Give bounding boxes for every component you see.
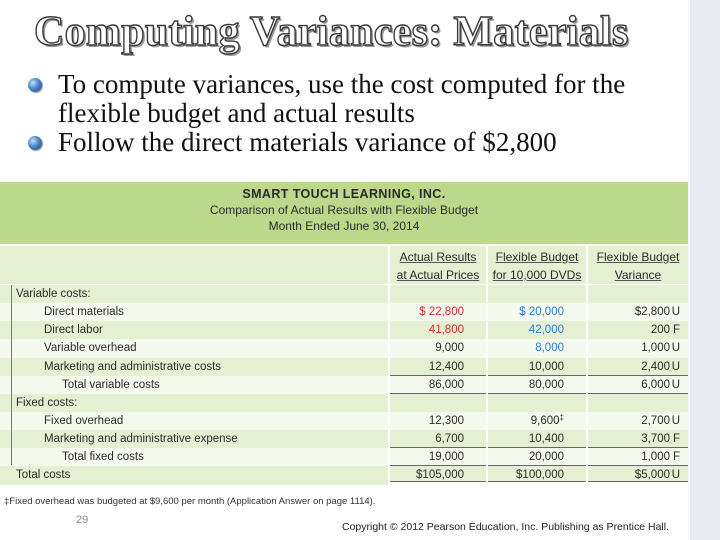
table-row: Fixed overhead 12,300 9,600‡ 2,700 U [0,411,690,431]
fu-flag: F [672,324,680,337]
actual-cell: 19,000 [390,448,486,467]
fu-flag: U [671,469,680,482]
fu-flag: U [671,378,680,391]
actual-cell: 12,300 [390,411,486,431]
table-row: Variable overhead 9,000 8,000 1,000 U [0,339,690,358]
variance-cell: $2,800 U [588,303,688,322]
flex-cell: 9,600‡ [488,411,586,431]
company-name: SMART TOUCH LEARNING, INC. [242,187,446,201]
table-row: Total costs $105,000 $100,000 $5,000 U [0,466,690,485]
row-label: Variable costs: [0,285,388,304]
actual-cell: $105,000 [390,466,486,485]
bullet-icon [28,136,42,150]
variance-value: $2,800 [634,306,670,319]
table-row: Marketing and administrative expense 6,7… [0,430,690,449]
flex-cell [488,393,586,412]
bullet-text: To compute variances, use the cost compu… [58,69,626,128]
fu-flag: U [671,306,680,319]
slide-title: Computing Variances: Materials [33,8,629,55]
flex-cell: 8,000 [488,339,586,358]
variance-cell [588,393,688,412]
table-row: Direct materials $ 22,800 $ 20,000 $2,80… [0,303,690,322]
bullet-item: To compute variances, use the cost compu… [26,70,690,128]
row-label: Total variable costs [0,375,388,394]
flexible-budget-exhibit: SMART TOUCH LEARNING, INC. Comparison of… [0,182,690,512]
exhibit-footnote: ‡Fixed overhead was budgeted at $9,600 p… [0,492,688,512]
variance-value: 1,000 [641,342,670,355]
variance-value: 200 [650,324,670,337]
row-label: Direct materials [0,303,388,322]
footnote-mark: ‡ [559,412,564,422]
variance-cell: 1,000 F [588,448,688,467]
variance-cell: $5,000 U [588,466,688,485]
variance-value: 2,400 [641,360,670,373]
fu-flag: F [672,433,680,446]
flex-cell: 20,000 [488,448,586,467]
flex-cell: 10,000 [488,357,586,376]
actual-cell: 6,700 [390,430,486,449]
page-number: 29 [76,514,89,526]
row-label: Variable overhead [0,339,388,358]
bullet-list: To compute variances, use the cost compu… [26,70,690,157]
flex-cell: 80,000 [488,375,586,394]
flex-cell: $ 20,000 [488,303,586,322]
table-row: Marketing and administrative costs 12,40… [0,357,690,376]
variance-cell [588,285,688,304]
variance-cell: 2,400 U [588,357,688,376]
row-label: Total fixed costs [0,448,388,467]
copyright-notice: Copyright © 2012 Pearson Education, Inc.… [342,521,670,533]
flex-cell: 10,400 [488,430,586,449]
actual-cell: 86,000 [390,375,486,394]
actual-cell: 41,800 [390,321,486,340]
row-label: Marketing and administrative costs [0,357,388,376]
variance-column-header: Flexible Budget Variance [588,246,688,284]
fu-flag: U [671,342,680,355]
report-title: Comparison of Actual Results with Flexib… [209,203,479,217]
variance-cell: 200 F [588,321,688,340]
label-column-header [0,246,388,284]
variance-value: 3,700 [641,433,670,446]
actual-cell: 9,000 [390,339,486,358]
flex-cell [488,285,586,304]
variance-value: 6,000 [641,378,670,391]
flex-value: 9,600 [530,414,560,427]
report-period: Month Ended June 30, 2014 [268,219,420,233]
fu-flag: F [672,451,680,464]
bullet-text: Follow the direct materials variance of … [58,127,557,157]
row-label: Fixed overhead [0,411,388,431]
variance-cell: 6,000 U [588,375,688,394]
table-row: Direct labor 41,800 42,000 200 F [0,321,690,340]
actual-cell [390,393,486,412]
bullet-item: Follow the direct materials variance of … [26,128,690,157]
table-row: Fixed costs: [0,393,690,412]
variance-cell: 2,700 U [588,411,688,431]
flex-budget-column-header: Flexible Budget for 10,000 DVDs [488,246,586,284]
row-bracket-line [11,285,12,465]
row-label: Direct labor [0,321,388,340]
bullet-icon [28,78,42,92]
variance-cell: 3,700 F [588,430,688,449]
row-label: Total costs [0,466,388,485]
flex-cell: 42,000 [488,321,586,340]
variance-value: 1,000 [641,451,670,464]
row-label: Marketing and administrative expense [0,430,388,449]
actual-cell: 12,400 [390,357,486,376]
right-edge-strip [690,0,720,540]
actual-cell: $ 22,800 [390,303,486,322]
variance-value: $5,000 [634,469,670,482]
fu-flag: U [671,414,680,427]
flex-cell: $100,000 [488,466,586,485]
row-label: Fixed costs: [0,393,388,412]
exhibit-header: SMART TOUCH LEARNING, INC. Comparison of… [0,182,688,244]
table-row: Variable costs: [0,285,690,304]
variance-value: 2,700 [641,414,670,427]
table-row: Total fixed costs 19,000 20,000 1,000 F [0,448,690,467]
fu-flag: U [671,360,680,373]
variance-cell: 1,000 U [588,339,688,358]
actual-column-header: Actual Results at Actual Prices [390,246,486,284]
exhibit-rows: Variable costs: Direct materials $ 22,80… [0,285,690,485]
actual-cell [390,285,486,304]
table-row: Total variable costs 86,000 80,000 6,000… [0,375,690,394]
